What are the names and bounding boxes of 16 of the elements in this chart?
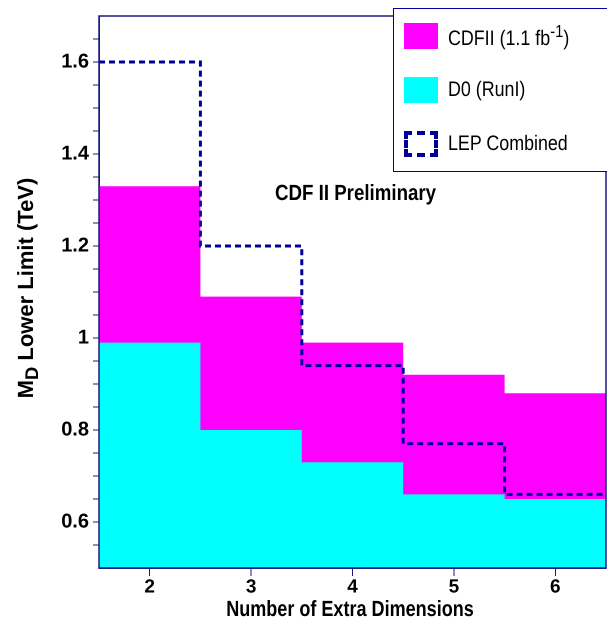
x-tick-label: 2 [144, 576, 155, 598]
x-axis-title: Number of Extra Dimensions [225, 596, 475, 622]
legend-label: CDFII (1.1 fb$^{-1}$) [448, 21, 570, 51]
x-tick-label: 4 [347, 576, 358, 598]
x-tick-label: 3 [246, 576, 256, 598]
y-tick-label: 0.8 [61, 418, 89, 441]
legend-label: D0 (RunI) [448, 78, 526, 102]
y-tick-label: 1.4 [61, 142, 90, 165]
x-tick-label: 6 [550, 576, 561, 598]
x-tick-label: 5 [448, 576, 460, 598]
legend-label: LEP Combined [448, 132, 568, 156]
y-tick-label: 1.6 [61, 50, 89, 73]
y-tick-label: 0.6 [61, 510, 89, 533]
annotation: CDF II Preliminary [275, 180, 436, 206]
y-tick-label: 1 [78, 326, 89, 349]
y-tick-label: 1.2 [61, 234, 89, 257]
